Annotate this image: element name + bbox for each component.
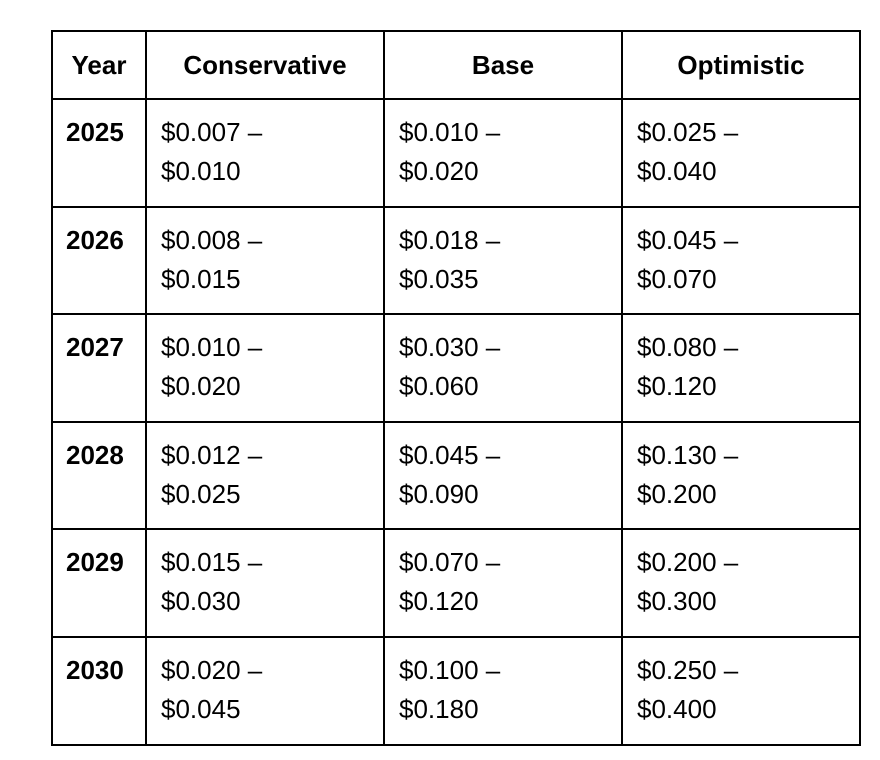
cell-text: $0.007 – $0.010 (161, 117, 263, 186)
cell-text: $0.010 – $0.020 (161, 332, 263, 402)
table-row: 2025 $0.007 – $0.010 $0.010 – $0.020 $0.025… (51, 98, 861, 208)
cell-text: $0.070 – $0.120 (399, 547, 501, 617)
table-row: 2028 $0.012 – $0.025 $0.045 – $0.090 $0.130… (51, 420, 861, 531)
price-cell: $0.020 – $0.045 (145, 635, 385, 746)
year-cell: 2027 (51, 313, 147, 423)
column-header: Conservative (145, 30, 385, 100)
header-row: Year Conservative Base Optimistic (51, 30, 861, 100)
cell-text: $0.250 – $0.400 (637, 654, 739, 724)
cell-text: 2030 (66, 654, 124, 685)
cell-text: $0.012 – $0.025 (161, 439, 263, 509)
cell-text: $0.018 – $0.035 (399, 224, 501, 294)
year-cell: 2029 (51, 528, 147, 638)
cell-text: $0.008 – $0.015 (161, 224, 263, 294)
price-cell: $0.070 – $0.120 (383, 528, 623, 638)
cell-text: $0.080 – $0.120 (637, 332, 739, 402)
year-cell: 2025 (51, 98, 147, 208)
cell-text: 2026 (66, 224, 124, 255)
price-cell: $0.007 – $0.010 (145, 98, 385, 208)
price-cell: $0.015 – $0.030 (145, 528, 385, 638)
cell-text: $0.015 – $0.030 (161, 547, 263, 617)
cell-text: 2027 (66, 332, 124, 363)
year-cell: 2028 (51, 420, 147, 531)
cell-text: 2025 (66, 117, 124, 147)
price-cell: $0.025 – $0.040 (621, 98, 861, 208)
price-cell: $0.010 – $0.020 (383, 98, 623, 208)
table-row: 2029 $0.015 – $0.030 $0.070 – $0.120 $0.200… (51, 528, 861, 638)
column-header: Year (51, 30, 147, 100)
table-row: 2030 $0.020 – $0.045 $0.100 – $0.180 $0.250… (51, 635, 861, 746)
table-body: 2025 $0.007 – $0.010 $0.010 – $0.020 $0.025… (51, 98, 861, 746)
table-row: 2027 $0.010 – $0.020 $0.030 – $0.060 $0.080… (51, 313, 861, 423)
cell-text: $0.100 – $0.180 (399, 654, 501, 724)
price-cell: $0.045 – $0.070 (621, 205, 861, 316)
price-cell: $0.030 – $0.060 (383, 313, 623, 423)
cell-text: $0.025 – $0.040 (637, 117, 739, 186)
cell-text: $0.020 – $0.045 (161, 654, 263, 724)
cell-text: $0.200 – $0.300 (637, 547, 739, 617)
price-cell: $0.100 – $0.180 (383, 635, 623, 746)
column-header: Optimistic (621, 30, 861, 100)
cell-text: 2029 (66, 547, 124, 578)
cell-text: $0.130 – $0.200 (637, 439, 739, 509)
cell-text: $0.045 – $0.090 (399, 439, 501, 509)
year-cell: 2026 (51, 205, 147, 316)
price-cell: $0.045 – $0.090 (383, 420, 623, 531)
cell-text: 2028 (66, 439, 124, 470)
price-table: Year Conservative Base Optimistic 2025 $0.00… (51, 30, 861, 746)
cell-text: $0.030 – $0.060 (399, 332, 501, 402)
year-cell: 2030 (51, 635, 147, 746)
price-cell: $0.250 – $0.400 (621, 635, 861, 746)
price-cell: $0.080 – $0.120 (621, 313, 861, 423)
price-cell: $0.012 – $0.025 (145, 420, 385, 531)
table-row: 2026 $0.008 – $0.015 $0.018 – $0.035 $0.045… (51, 205, 861, 316)
price-cell: $0.010 – $0.020 (145, 313, 385, 423)
price-cell: $0.200 – $0.300 (621, 528, 861, 638)
price-cell: $0.008 – $0.015 (145, 205, 385, 316)
column-header: Base (383, 30, 623, 100)
price-cell: $0.130 – $0.200 (621, 420, 861, 531)
price-cell: $0.018 – $0.035 (383, 205, 623, 316)
cell-text: $0.045 – $0.070 (637, 224, 739, 294)
cell-text: $0.010 – $0.020 (399, 117, 501, 186)
